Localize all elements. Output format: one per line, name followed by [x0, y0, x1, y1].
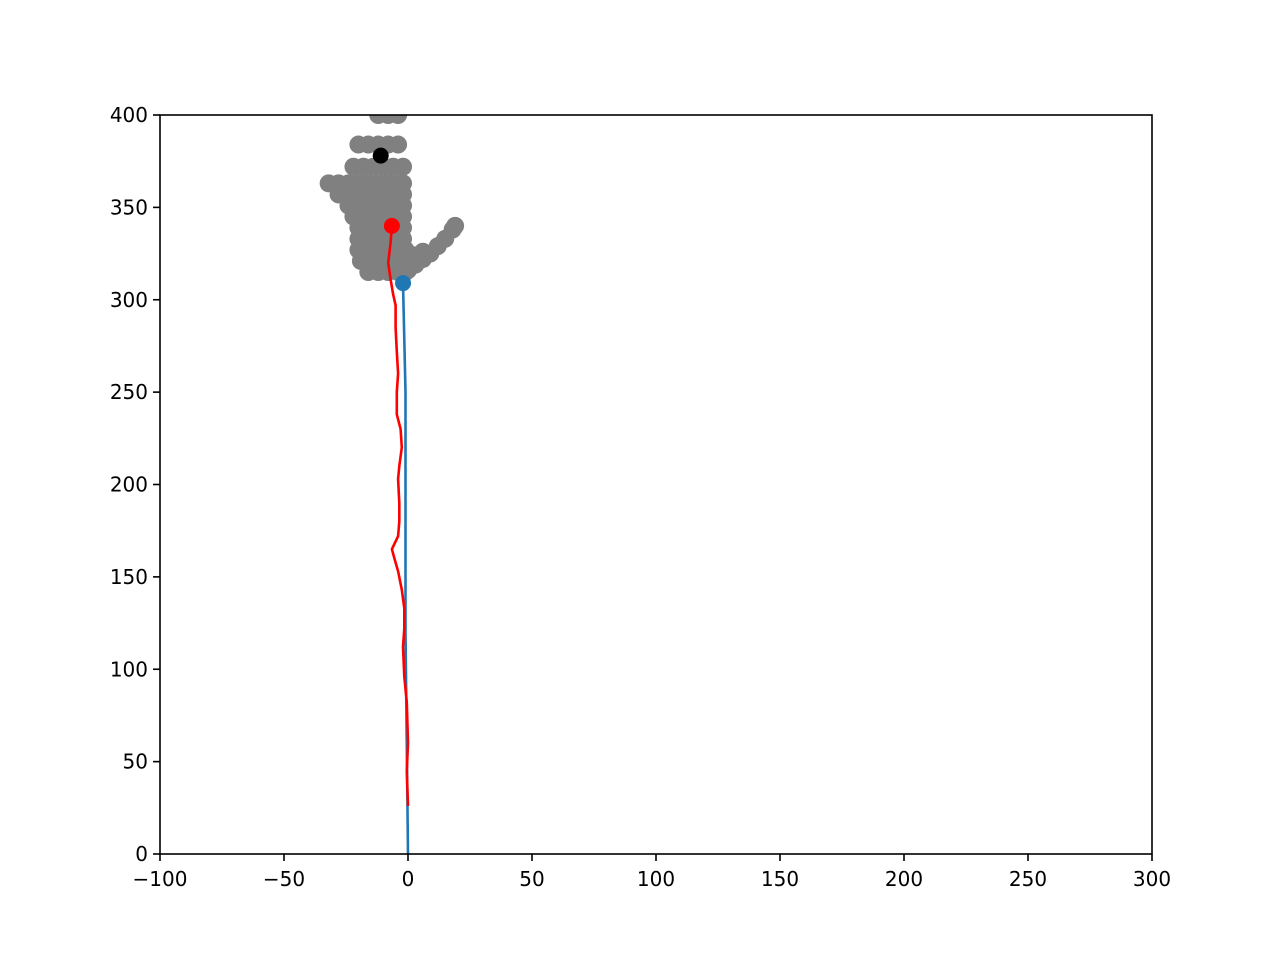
x-tick-label: 0 [402, 867, 415, 891]
x-tick-label: 100 [637, 867, 675, 891]
obstacle-points [319, 115, 465, 282]
x-tick-label: 200 [885, 867, 923, 891]
goal-marker [372, 147, 389, 164]
y-axis: 0 50 100 150 200 250 300 350 400 [110, 103, 160, 866]
obstacle-point [394, 157, 413, 176]
plot-area [319, 115, 465, 854]
x-tick-label: −50 [263, 867, 305, 891]
y-tick-label: 150 [110, 565, 148, 589]
y-tick-label: 100 [110, 657, 148, 681]
y-tick-label: 350 [110, 195, 148, 219]
x-tick-label: 150 [761, 867, 799, 891]
y-tick-label: 200 [110, 473, 148, 497]
x-tick-label: 300 [1133, 867, 1171, 891]
x-tick-label: 250 [1009, 867, 1047, 891]
obstacle-point [413, 242, 432, 261]
y-tick-label: 400 [110, 103, 148, 127]
y-tick-label: 0 [135, 842, 148, 866]
x-axis: −100 −50 0 50 100 150 200 250 300 [133, 854, 1171, 891]
obstacle-point [389, 135, 408, 154]
obstacle-point [446, 216, 465, 235]
x-tick-label: −100 [133, 867, 188, 891]
obstacle-point [389, 115, 408, 124]
series-line-1 [386, 225, 410, 807]
x-tick-label: 50 [519, 867, 544, 891]
series-end-marker-1 [383, 217, 400, 234]
y-tick-label: 300 [110, 288, 148, 312]
y-tick-label: 50 [123, 750, 148, 774]
series-end-marker-0 [395, 275, 412, 292]
y-tick-label: 250 [110, 380, 148, 404]
